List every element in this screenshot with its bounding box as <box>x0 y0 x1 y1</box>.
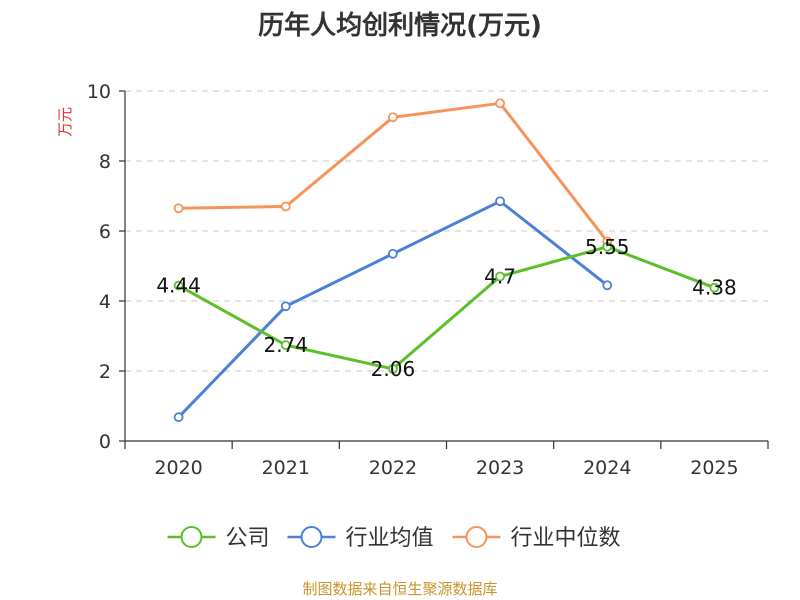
data-label: 4.7 <box>484 265 516 289</box>
x-tick-label: 2023 <box>476 457 524 479</box>
data-point <box>602 280 613 291</box>
data-point <box>280 340 291 351</box>
legend-label: 公司 <box>226 526 270 551</box>
data-point <box>495 271 505 282</box>
data-point <box>173 280 184 291</box>
legend-marker <box>300 526 323 548</box>
data-point <box>602 241 613 252</box>
data-point <box>495 98 505 109</box>
data-point <box>388 363 398 374</box>
series-line <box>178 101 609 243</box>
legend-marker <box>180 526 203 548</box>
data-point <box>495 196 505 207</box>
data-point <box>173 412 184 423</box>
y-tick-label: 4 <box>99 291 111 313</box>
legend-item: 公司 <box>167 526 270 551</box>
data-point <box>280 301 291 312</box>
source-note: 制图数据来自恒生聚源数据库 <box>302 580 497 598</box>
y-tick-label: 0 <box>99 431 111 453</box>
legend-label: 行业中位数 <box>511 526 621 551</box>
data-label: 4.38 <box>692 276 737 300</box>
y-tick-label: 8 <box>99 151 111 173</box>
data-label: 4.44 <box>156 274 201 298</box>
y-tick-label: 6 <box>99 221 111 243</box>
x-tick-label: 2021 <box>262 457 310 479</box>
data-labels: 4.44 2.74 2.06 4.7 5.55 4.38 <box>156 235 736 381</box>
data-label: 2.74 <box>263 333 308 357</box>
legend-marker <box>465 526 488 548</box>
y-axis-label: 万元 <box>56 107 74 137</box>
series-1 <box>173 241 720 374</box>
series-line <box>177 245 715 371</box>
legend-label: 行业均值 <box>346 526 434 551</box>
x-tick-label: 2025 <box>690 457 738 479</box>
x-tick-label: 2024 <box>583 457 631 479</box>
series-2 <box>173 196 613 423</box>
data-label: 5.55 <box>585 235 630 259</box>
legend-item: 行业中位数 <box>452 526 621 551</box>
data-point <box>173 203 184 214</box>
data-label: 2.06 <box>371 357 416 381</box>
data-point <box>709 282 720 293</box>
series-line <box>177 199 609 419</box>
series-3 <box>173 98 613 247</box>
grid-lines <box>125 90 768 372</box>
data-point <box>280 201 291 212</box>
x-tick-label: 2020 <box>154 457 202 479</box>
y-tick-label: 2 <box>99 361 111 383</box>
legend: 公司 行业均值 行业中位数 <box>167 526 621 551</box>
chart-title: 历年人均创利情况(万元) <box>258 10 542 41</box>
y-tick-label: 10 <box>87 81 111 103</box>
data-point <box>388 248 398 259</box>
data-point <box>388 112 398 123</box>
axes: 0 2 4 6 8 10 2020 2021 2022 2023 2024 2025 <box>87 81 769 479</box>
x-tick-label: 2022 <box>369 457 417 479</box>
legend-item: 行业均值 <box>287 526 434 551</box>
series-lines <box>173 98 720 423</box>
